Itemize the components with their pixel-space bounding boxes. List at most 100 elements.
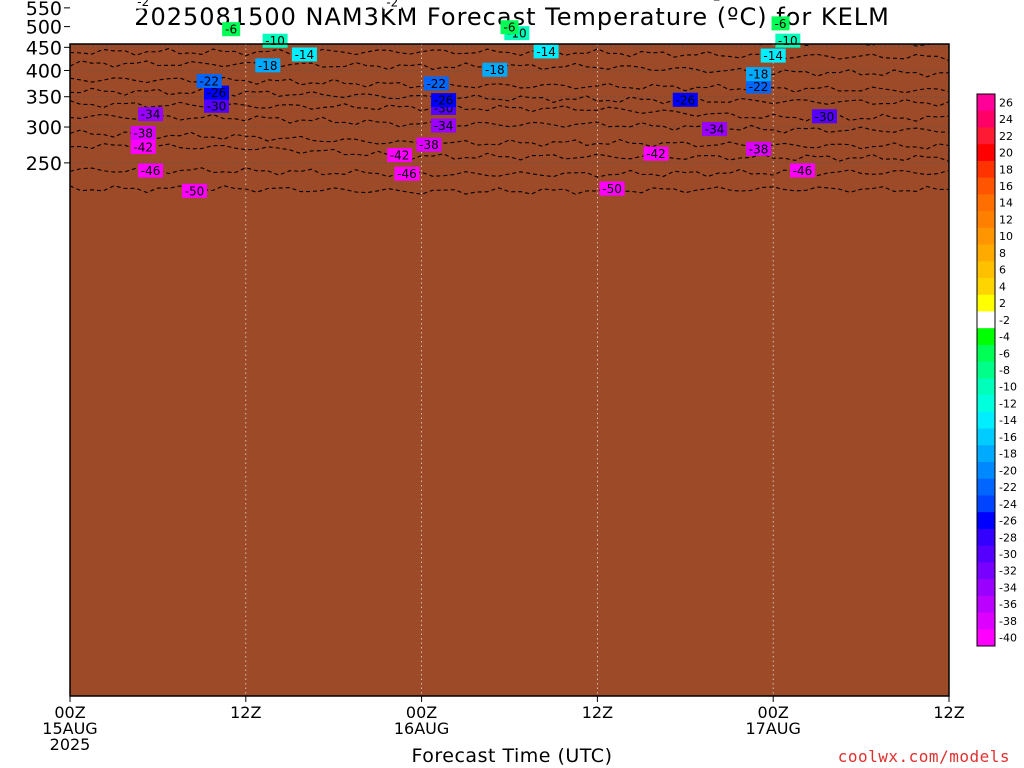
colorbar-label: 22 [999, 130, 1013, 143]
contour-label: -34 [705, 123, 725, 137]
contour-label-bg [500, 20, 519, 35]
contour-label: -2 [386, 0, 398, 9]
contour-label-bg [204, 85, 229, 100]
colorbar-swatch [977, 261, 995, 279]
contour-label: -18 [258, 59, 278, 73]
colorbar-swatch [977, 595, 995, 613]
colorbar-swatch [977, 127, 995, 145]
x-tick-label: 00Z [758, 703, 789, 722]
contour-label-bg [771, 16, 790, 31]
contour-label-bg [811, 109, 837, 124]
colorbar-label: 10 [999, 230, 1013, 243]
contour-label-bg [394, 166, 420, 181]
colorbar-label: 18 [999, 163, 1013, 176]
contour-label-bg [790, 163, 815, 178]
contour-label-bg [138, 163, 164, 178]
contour-label: -10 [265, 34, 285, 48]
contour-label-bg [255, 58, 281, 73]
colorbar-swatch [977, 160, 995, 179]
colorbar-label: -26 [999, 515, 1017, 528]
plot-frame [69, 43, 950, 697]
contour-label-bg [431, 93, 457, 108]
y-tick-label: 300 [26, 117, 62, 139]
contour-label: -30 [207, 99, 227, 113]
contour-label-bg [760, 48, 786, 63]
colorbar-label: -16 [999, 431, 1017, 444]
colorbar-label: 6 [999, 264, 1006, 277]
contour-label: -22 [426, 77, 446, 91]
contour-label: -26 [207, 86, 227, 100]
y-tick-label: 400 [26, 60, 62, 82]
colorbar: 26 24 22 20 18 16 14 12 10 8 6 4 2 -2 -4 -6 -8 -10 -12 -14 -… [976, 93, 1017, 647]
colorbar-swatch [977, 378, 995, 396]
contour-label-bg [138, 107, 164, 122]
x-tick-label: 00Z [54, 703, 85, 722]
colorbar-label: -8 [999, 364, 1010, 377]
contour-label-bg [702, 122, 728, 137]
colorbar-swatch [977, 311, 995, 329]
x-tick-label: 00Z [406, 703, 437, 722]
colorbar-label: -4 [999, 331, 1010, 344]
contour-label-bg [222, 22, 241, 37]
contour-label: -26 [675, 93, 695, 107]
contour-label: -46 [141, 164, 161, 178]
contour-label-bg [482, 62, 508, 77]
y-tick-label: 600 [26, 0, 62, 3]
contour-label: -34 [141, 108, 161, 122]
contour-label: -38 [133, 127, 153, 141]
colorbar-swatch [977, 294, 995, 312]
colorbar-label: -24 [999, 498, 1017, 511]
contour-label-bg [672, 92, 698, 107]
colorbar-label: -10 [999, 381, 1017, 394]
colorbar-label: -32 [999, 565, 1017, 578]
band--1 [70, 0, 949, 8]
contour-label: -14 [295, 48, 315, 62]
contour--42 [70, 143, 949, 162]
x-tick-label: 12Z [582, 703, 613, 722]
colorbar-frame [976, 93, 996, 647]
contour-label-bg [599, 181, 625, 196]
credit-link[interactable]: coolwx.com/models [837, 747, 1010, 766]
colorbar-label: 20 [999, 147, 1013, 160]
contour-label: -14 [536, 45, 556, 59]
contour-label: -6 [504, 21, 516, 35]
contour-label: -2 [709, 0, 721, 4]
y-tick-label: 450 [26, 37, 62, 59]
colorbar-swatch [977, 462, 995, 480]
y-tick-label: 250 [26, 153, 62, 175]
colorbar-swatch [977, 629, 995, 647]
colorbar-swatch [977, 94, 995, 112]
contour-label: -42 [646, 147, 666, 161]
colorbar-swatch [977, 227, 995, 245]
colorbar-swatch [977, 344, 995, 363]
colorbar-label: -2 [999, 314, 1010, 327]
colorbar-label: -28 [999, 531, 1017, 544]
colorbar-swatch [977, 478, 995, 496]
colorbar-swatch [977, 177, 995, 195]
contour-label: -18 [485, 63, 505, 77]
contour-label: -14 [763, 49, 783, 63]
grid-lines [70, 44, 949, 696]
contour-label: -46 [397, 167, 417, 181]
contour-label-bg [387, 148, 413, 163]
contour-label: -6 [775, 17, 787, 31]
contour-label-bg [134, 0, 153, 9]
colorbar-label: -40 [999, 632, 1017, 645]
contour--14 [70, 48, 949, 62]
colorbar-swatch [977, 428, 995, 446]
x-axis-title: Forecast Time (UTC) [411, 745, 613, 767]
colorbar-swatch [977, 194, 995, 212]
colorbar-label: 4 [999, 280, 1006, 293]
contour-label-bg [431, 118, 457, 133]
colorbar-swatch [977, 445, 995, 463]
contour-label-bg [416, 137, 442, 152]
colorbar-swatch [977, 211, 995, 229]
contour-label-bg [196, 73, 222, 88]
y-tick-label: 350 [26, 87, 62, 109]
colorbar-swatch [977, 612, 995, 630]
contour-label: -38 [749, 142, 769, 156]
contour-label: -50 [602, 182, 622, 196]
underground [70, 44, 949, 696]
colorbar-swatch [977, 411, 995, 429]
